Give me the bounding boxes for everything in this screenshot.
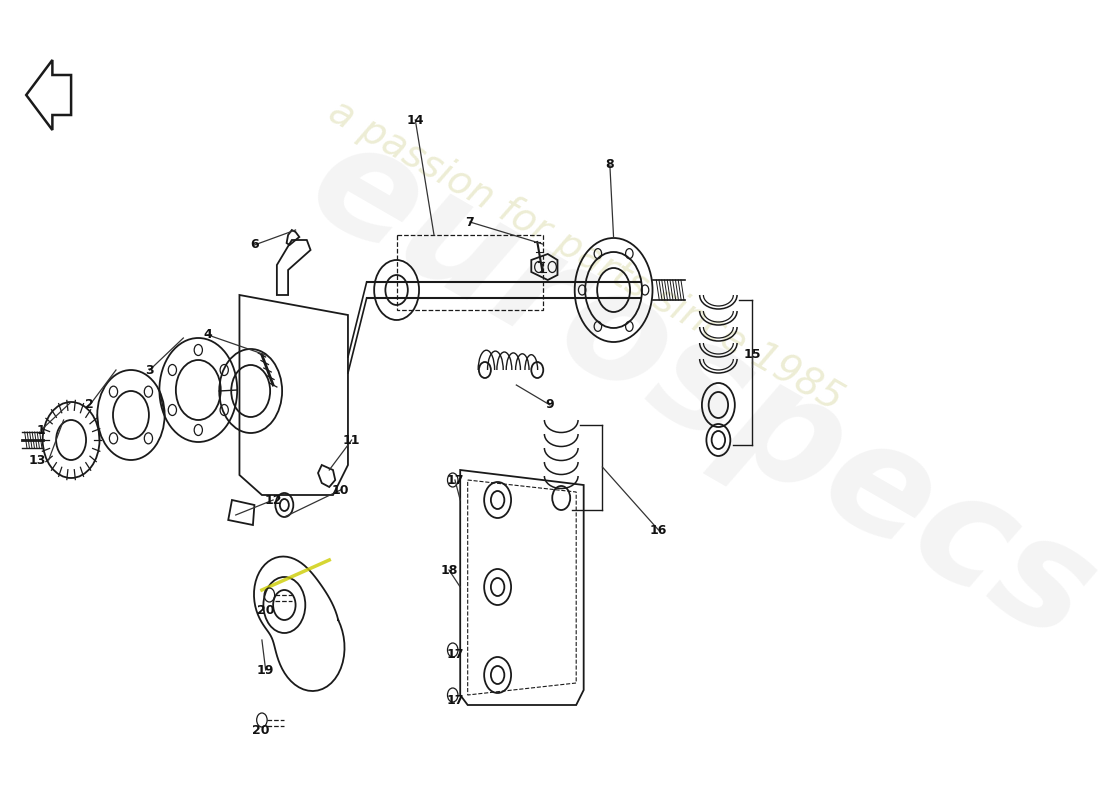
Text: 20: 20 xyxy=(252,723,270,737)
Text: 17: 17 xyxy=(447,694,464,706)
Text: 11: 11 xyxy=(343,434,361,446)
Text: 7: 7 xyxy=(465,215,474,229)
Text: 10: 10 xyxy=(332,483,349,497)
Text: 3: 3 xyxy=(145,363,154,377)
Text: 6: 6 xyxy=(250,238,258,251)
Text: 15: 15 xyxy=(744,349,761,362)
Text: 18: 18 xyxy=(440,563,458,577)
Text: 12: 12 xyxy=(264,494,282,506)
Text: 17: 17 xyxy=(447,474,464,486)
Text: 20: 20 xyxy=(257,603,274,617)
Text: 4: 4 xyxy=(204,329,212,342)
Text: 14: 14 xyxy=(407,114,425,126)
Text: 8: 8 xyxy=(606,158,614,171)
Text: 19: 19 xyxy=(257,663,274,677)
Text: eurospecs: eurospecs xyxy=(285,106,1100,674)
Text: a passion for parts since 1985: a passion for parts since 1985 xyxy=(322,92,849,418)
Text: 9: 9 xyxy=(546,398,554,411)
Text: 2: 2 xyxy=(86,398,95,411)
Text: 13: 13 xyxy=(29,454,46,466)
Bar xyxy=(397,235,542,310)
Text: 17: 17 xyxy=(447,649,464,662)
Text: 16: 16 xyxy=(650,523,668,537)
Text: 1: 1 xyxy=(36,423,45,437)
